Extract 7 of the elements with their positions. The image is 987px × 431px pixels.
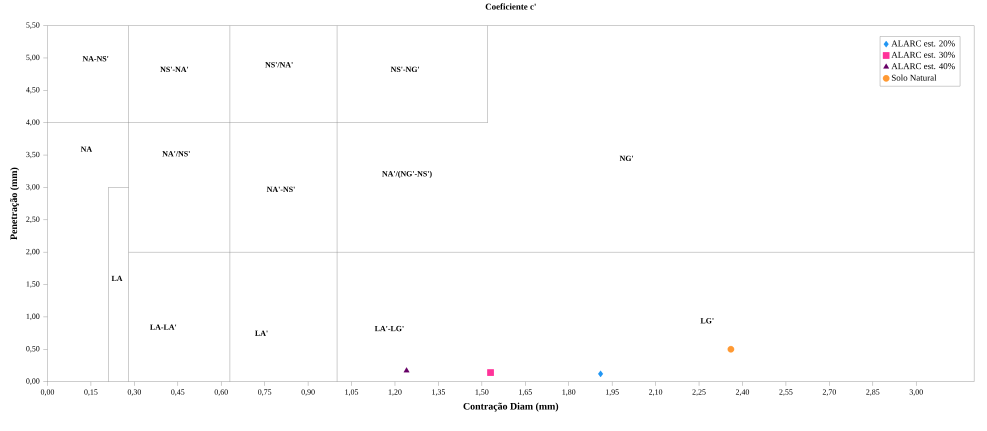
legend-label: ALARC est. 40% [891,63,955,70]
legend-label: Solo Natural [892,74,936,81]
legend-label: ALARC est. 20% [891,40,955,46]
text: Coeficiente c' [486,3,536,10]
legend-label: ALARC est. 30% [891,52,955,58]
x-axis-title: Contração Diam (mm) [464,402,558,412]
y-axis-title: Penetração (mm) [10,168,20,240]
